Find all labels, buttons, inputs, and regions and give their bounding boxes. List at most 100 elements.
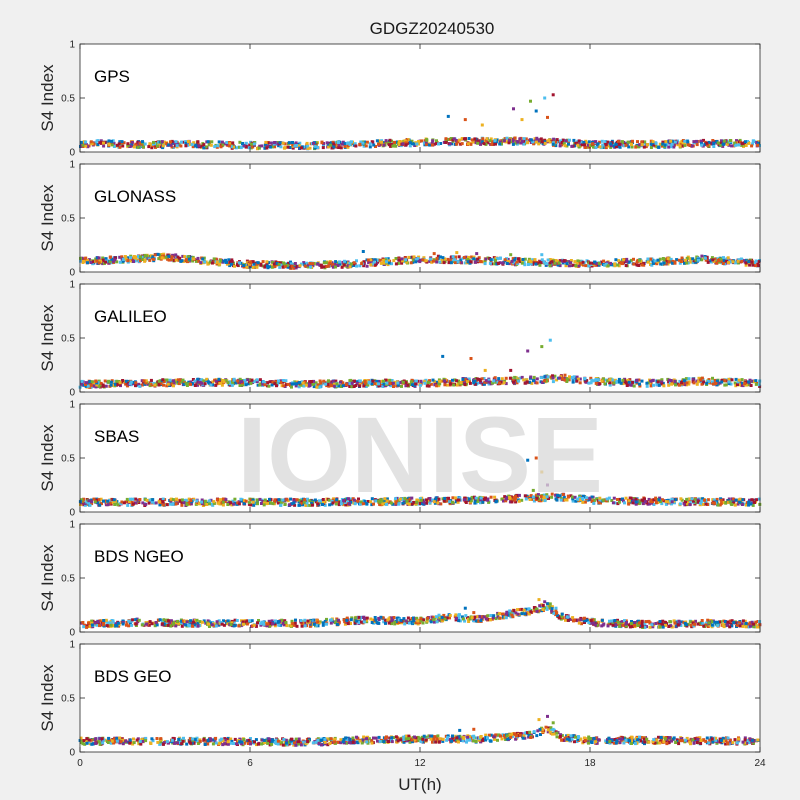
data-point — [608, 378, 612, 382]
data-point — [261, 382, 265, 386]
data-point — [358, 264, 362, 268]
data-point — [533, 258, 537, 262]
data-point — [337, 143, 341, 147]
data-point — [643, 500, 647, 504]
data-point — [638, 143, 641, 147]
data-point — [101, 383, 105, 387]
data-point — [203, 260, 207, 264]
data-point — [625, 384, 629, 387]
data-point — [191, 381, 194, 385]
data-point — [543, 499, 547, 503]
data-point — [103, 379, 107, 383]
data-point — [571, 380, 575, 384]
data-point — [513, 494, 517, 498]
data-point — [183, 255, 187, 259]
data-point — [538, 263, 542, 267]
data-point — [371, 379, 375, 383]
data-point — [81, 143, 85, 147]
data-point — [661, 140, 665, 144]
data-point — [360, 262, 364, 266]
data-point — [744, 261, 748, 265]
data-point — [169, 497, 173, 501]
data-point — [512, 498, 516, 502]
data-point — [625, 257, 629, 261]
data-point — [217, 501, 221, 505]
data-point — [640, 143, 644, 146]
data-point — [162, 503, 166, 507]
data-point — [183, 381, 186, 385]
data-point — [705, 255, 709, 259]
data-point — [153, 253, 157, 257]
data-point — [118, 255, 122, 259]
data-point — [558, 494, 562, 498]
data-point — [596, 143, 600, 147]
data-point-spike — [441, 354, 445, 358]
data-point — [394, 262, 398, 266]
data-point — [104, 384, 108, 388]
data-point — [228, 382, 232, 386]
data-point — [686, 622, 690, 626]
data-point — [328, 261, 332, 265]
data-point — [188, 142, 192, 146]
data-point — [334, 379, 338, 383]
data-point — [242, 502, 246, 506]
data-point — [239, 146, 243, 150]
data-point — [460, 142, 464, 146]
data-point — [561, 138, 565, 142]
data-point — [676, 143, 680, 147]
data-point — [407, 255, 411, 259]
data-point — [514, 496, 518, 500]
data-point — [498, 256, 502, 260]
data-point — [624, 143, 628, 147]
data-point — [653, 144, 657, 148]
data-point — [176, 255, 180, 259]
data-point — [623, 501, 626, 505]
data-point — [680, 256, 684, 260]
data-point — [598, 496, 602, 500]
data-point — [465, 258, 469, 261]
data-point — [554, 493, 558, 497]
data-point — [246, 378, 250, 382]
data-point — [203, 382, 207, 386]
data-point — [350, 140, 353, 144]
data-point — [187, 497, 191, 501]
data-point — [262, 380, 265, 384]
data-point — [361, 381, 364, 385]
data-point — [649, 500, 653, 504]
data-point — [477, 256, 481, 260]
data-point — [312, 618, 316, 622]
data-point — [630, 143, 633, 146]
data-point — [404, 143, 408, 147]
data-point — [101, 262, 105, 266]
data-point — [247, 501, 251, 505]
data-point — [743, 140, 747, 144]
data-point — [356, 499, 359, 503]
data-point — [504, 382, 508, 386]
data-point — [385, 497, 389, 501]
data-point — [562, 259, 566, 263]
data-point-spike — [469, 357, 473, 360]
data-point — [142, 145, 145, 149]
data-point — [153, 624, 157, 628]
data-point — [390, 622, 393, 626]
data-point-spike — [526, 349, 530, 353]
data-point — [545, 379, 549, 383]
data-point — [584, 145, 587, 149]
data-point — [602, 259, 606, 263]
data-point — [257, 146, 261, 150]
data-point — [743, 382, 747, 385]
data-point — [458, 496, 462, 500]
data-point — [733, 261, 737, 265]
data-point — [169, 502, 172, 506]
data-point — [394, 501, 398, 505]
data-point — [295, 498, 299, 502]
data-point — [121, 259, 125, 263]
data-point — [408, 497, 412, 501]
data-point — [427, 384, 431, 388]
data-point — [637, 499, 641, 503]
data-point — [226, 381, 230, 385]
data-point — [141, 143, 145, 147]
data-point — [334, 260, 338, 264]
data-point — [270, 265, 274, 269]
